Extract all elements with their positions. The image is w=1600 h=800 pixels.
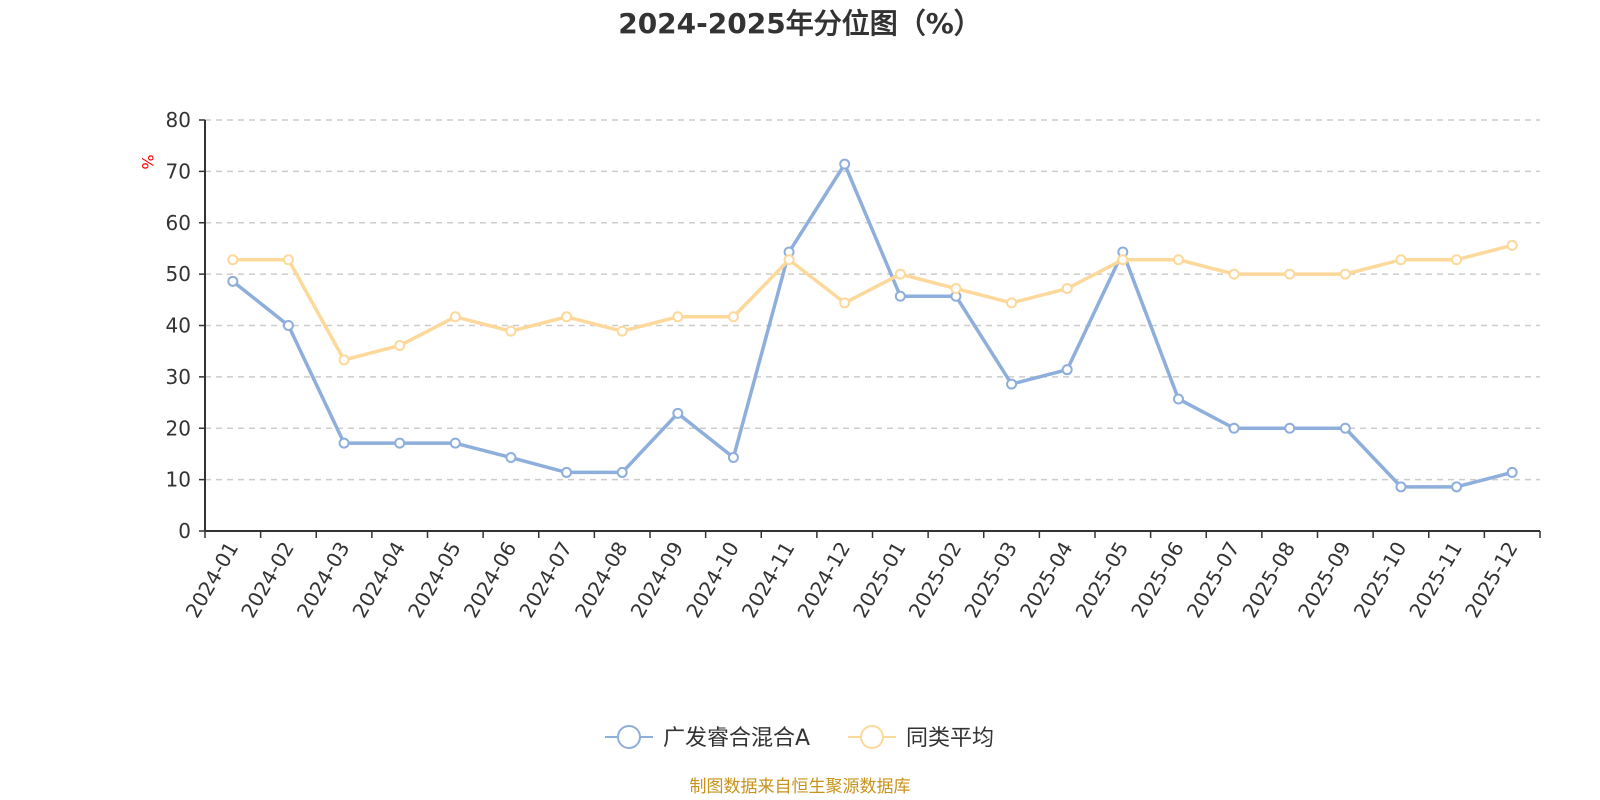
legend-marker-icon — [860, 725, 884, 749]
x-tick-label: 2024-03 — [292, 538, 355, 622]
data-point[interactable] — [727, 452, 739, 464]
data-point[interactable] — [1339, 422, 1351, 434]
x-tick-label: 2024-11 — [737, 538, 800, 622]
data-point[interactable] — [1339, 268, 1351, 280]
x-tick-label: 2025-11 — [1404, 538, 1467, 622]
data-point[interactable] — [505, 452, 517, 464]
x-tick-label: 2024-05 — [403, 538, 466, 622]
series-line — [231, 162, 1513, 489]
legend-label: 同类平均 — [906, 726, 994, 751]
data-point[interactable] — [894, 268, 906, 280]
x-tick-label: 2024-01 — [181, 538, 244, 622]
y-axis-unit: % — [138, 154, 157, 169]
data-point[interactable] — [1284, 422, 1296, 434]
legend-label: 广发睿合混合A — [663, 726, 810, 751]
data-point[interactable] — [783, 254, 795, 266]
x-tick-label: 2025-06 — [1126, 538, 1189, 622]
data-point[interactable] — [1506, 239, 1518, 251]
data-point[interactable] — [894, 290, 906, 302]
data-point[interactable] — [839, 158, 851, 170]
legend[interactable]: 广发睿合混合A 同类平均 — [605, 725, 994, 751]
x-tick-label: 2025-01 — [848, 538, 911, 622]
x-tick-label: 2025-10 — [1349, 538, 1412, 622]
x-tick-label: 2025-08 — [1237, 538, 1300, 622]
data-point[interactable] — [1061, 364, 1073, 376]
data-point[interactable] — [282, 254, 294, 266]
y-tick-label: 10 — [166, 468, 191, 492]
y-tick-label: 60 — [166, 211, 191, 235]
y-tick-label: 50 — [166, 262, 191, 286]
legend-marker-icon — [617, 725, 641, 749]
data-point[interactable] — [1006, 378, 1018, 390]
legend-item-1[interactable]: 广发睿合混合A — [605, 725, 810, 751]
data-point[interactable] — [282, 320, 294, 331]
data-point[interactable] — [449, 311, 461, 323]
data-point[interactable] — [338, 437, 350, 449]
chart-title: 2024-2025年分位图（%） — [618, 7, 982, 40]
data-point[interactable] — [1451, 481, 1463, 493]
data-point[interactable] — [727, 311, 739, 323]
y-tick-label: 40 — [166, 314, 191, 338]
data-point[interactable] — [839, 297, 851, 309]
data-point[interactable] — [672, 311, 684, 323]
data-point[interactable] — [616, 466, 628, 478]
data-point[interactable] — [394, 340, 406, 352]
data-point[interactable] — [505, 325, 517, 337]
x-tick-label: 2025-02 — [904, 538, 967, 622]
x-tick-label: 2025-05 — [1071, 538, 1134, 622]
grid-lines — [205, 119, 1540, 481]
y-tick-label: 30 — [166, 365, 191, 389]
data-point[interactable] — [561, 311, 573, 323]
x-tick-label: 2025-07 — [1182, 538, 1245, 622]
x-tick-label: 2025-12 — [1460, 538, 1523, 622]
x-tick-label: 2024-08 — [570, 538, 633, 622]
data-point[interactable] — [1117, 254, 1129, 266]
data-point[interactable] — [227, 254, 239, 266]
series-2 — [232, 243, 1513, 362]
y-tick-label: 80 — [166, 108, 191, 132]
data-point[interactable] — [338, 354, 350, 366]
data-point[interactable] — [449, 437, 461, 449]
data-point[interactable] — [1172, 254, 1184, 266]
data-point[interactable] — [1395, 254, 1407, 266]
series-lines — [227, 158, 1518, 493]
data-point[interactable] — [950, 283, 962, 295]
series-line — [232, 243, 1513, 362]
series-1-points — [227, 158, 1518, 493]
x-tick-label: 2025-03 — [959, 538, 1022, 622]
legend-item-2[interactable]: 同类平均 — [848, 725, 994, 751]
x-tick-label: 2024-10 — [681, 538, 744, 622]
data-point[interactable] — [227, 275, 239, 287]
data-point[interactable] — [616, 325, 628, 337]
x-tick-label: 2024-02 — [236, 538, 299, 622]
data-point[interactable] — [1284, 268, 1296, 280]
data-point[interactable] — [1228, 422, 1240, 434]
series-2-points — [227, 239, 1518, 366]
data-point[interactable] — [1506, 466, 1518, 478]
x-tick-label: 2024-12 — [792, 538, 855, 622]
x-tick-label: 2024-07 — [514, 538, 577, 622]
data-point[interactable] — [1172, 393, 1184, 405]
x-tick-label: 2024-06 — [459, 538, 522, 622]
y-tick-label: 20 — [166, 416, 191, 440]
data-point[interactable] — [561, 466, 573, 478]
data-point[interactable] — [394, 437, 406, 449]
series-1 — [231, 162, 1513, 489]
x-tick-label: 2025-04 — [1015, 538, 1078, 622]
data-point[interactable] — [672, 407, 684, 419]
data-point[interactable] — [1451, 254, 1463, 266]
source-note: 制图数据来自恒生聚源数据库 — [690, 777, 911, 797]
x-tick-label: 2024-09 — [626, 538, 689, 622]
x-tick-label: 2025-09 — [1293, 538, 1356, 622]
data-point[interactable] — [1228, 268, 1240, 280]
data-point[interactable] — [1395, 481, 1407, 493]
data-point[interactable] — [1006, 297, 1018, 309]
x-tick-label: 2024-04 — [347, 538, 410, 622]
data-point[interactable] — [1061, 283, 1073, 295]
y-tick-label: 70 — [166, 159, 191, 183]
y-tick-label: 0 — [178, 519, 191, 543]
